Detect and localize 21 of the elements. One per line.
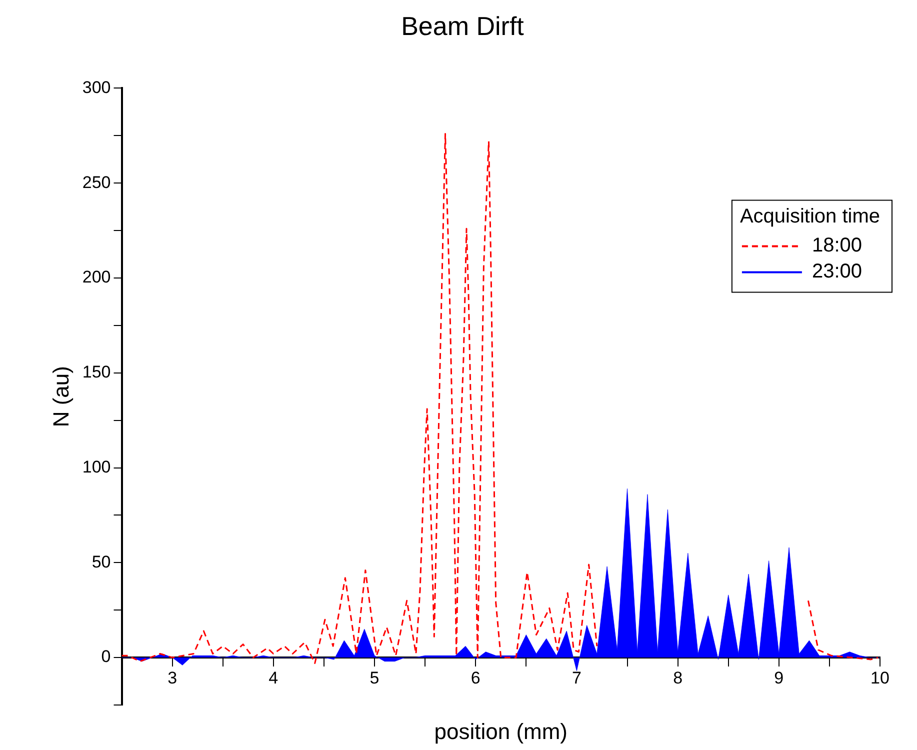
x-axis-title: position (mm) bbox=[434, 719, 568, 744]
y-tick-label: 300 bbox=[82, 78, 111, 97]
legend-label: 23:00 bbox=[812, 260, 862, 283]
x-tick-label: 3 bbox=[168, 668, 178, 688]
legend-label: 18:00 bbox=[812, 234, 862, 257]
x-tick-label: 10 bbox=[870, 668, 890, 688]
x-tick-label: 6 bbox=[470, 668, 480, 688]
x-tick-label: 5 bbox=[370, 668, 380, 688]
x-tick-label: 7 bbox=[572, 668, 582, 688]
y-tick-label: 150 bbox=[82, 362, 111, 382]
chart-title: Beam Dirft bbox=[401, 10, 525, 41]
x-tick-label: 4 bbox=[268, 668, 278, 688]
y-tick-label: 50 bbox=[92, 552, 111, 572]
y-tick-label: 0 bbox=[101, 647, 111, 666]
y-tick-label: 250 bbox=[82, 172, 111, 192]
legend-title: Acquisition time bbox=[740, 206, 880, 228]
x-tick-label: 8 bbox=[673, 668, 683, 688]
y-axis-title: N (au) bbox=[48, 366, 74, 428]
y-tick-label: 100 bbox=[82, 457, 111, 476]
y-tick-label: 200 bbox=[82, 268, 111, 287]
x-tick-label: 9 bbox=[774, 668, 784, 688]
